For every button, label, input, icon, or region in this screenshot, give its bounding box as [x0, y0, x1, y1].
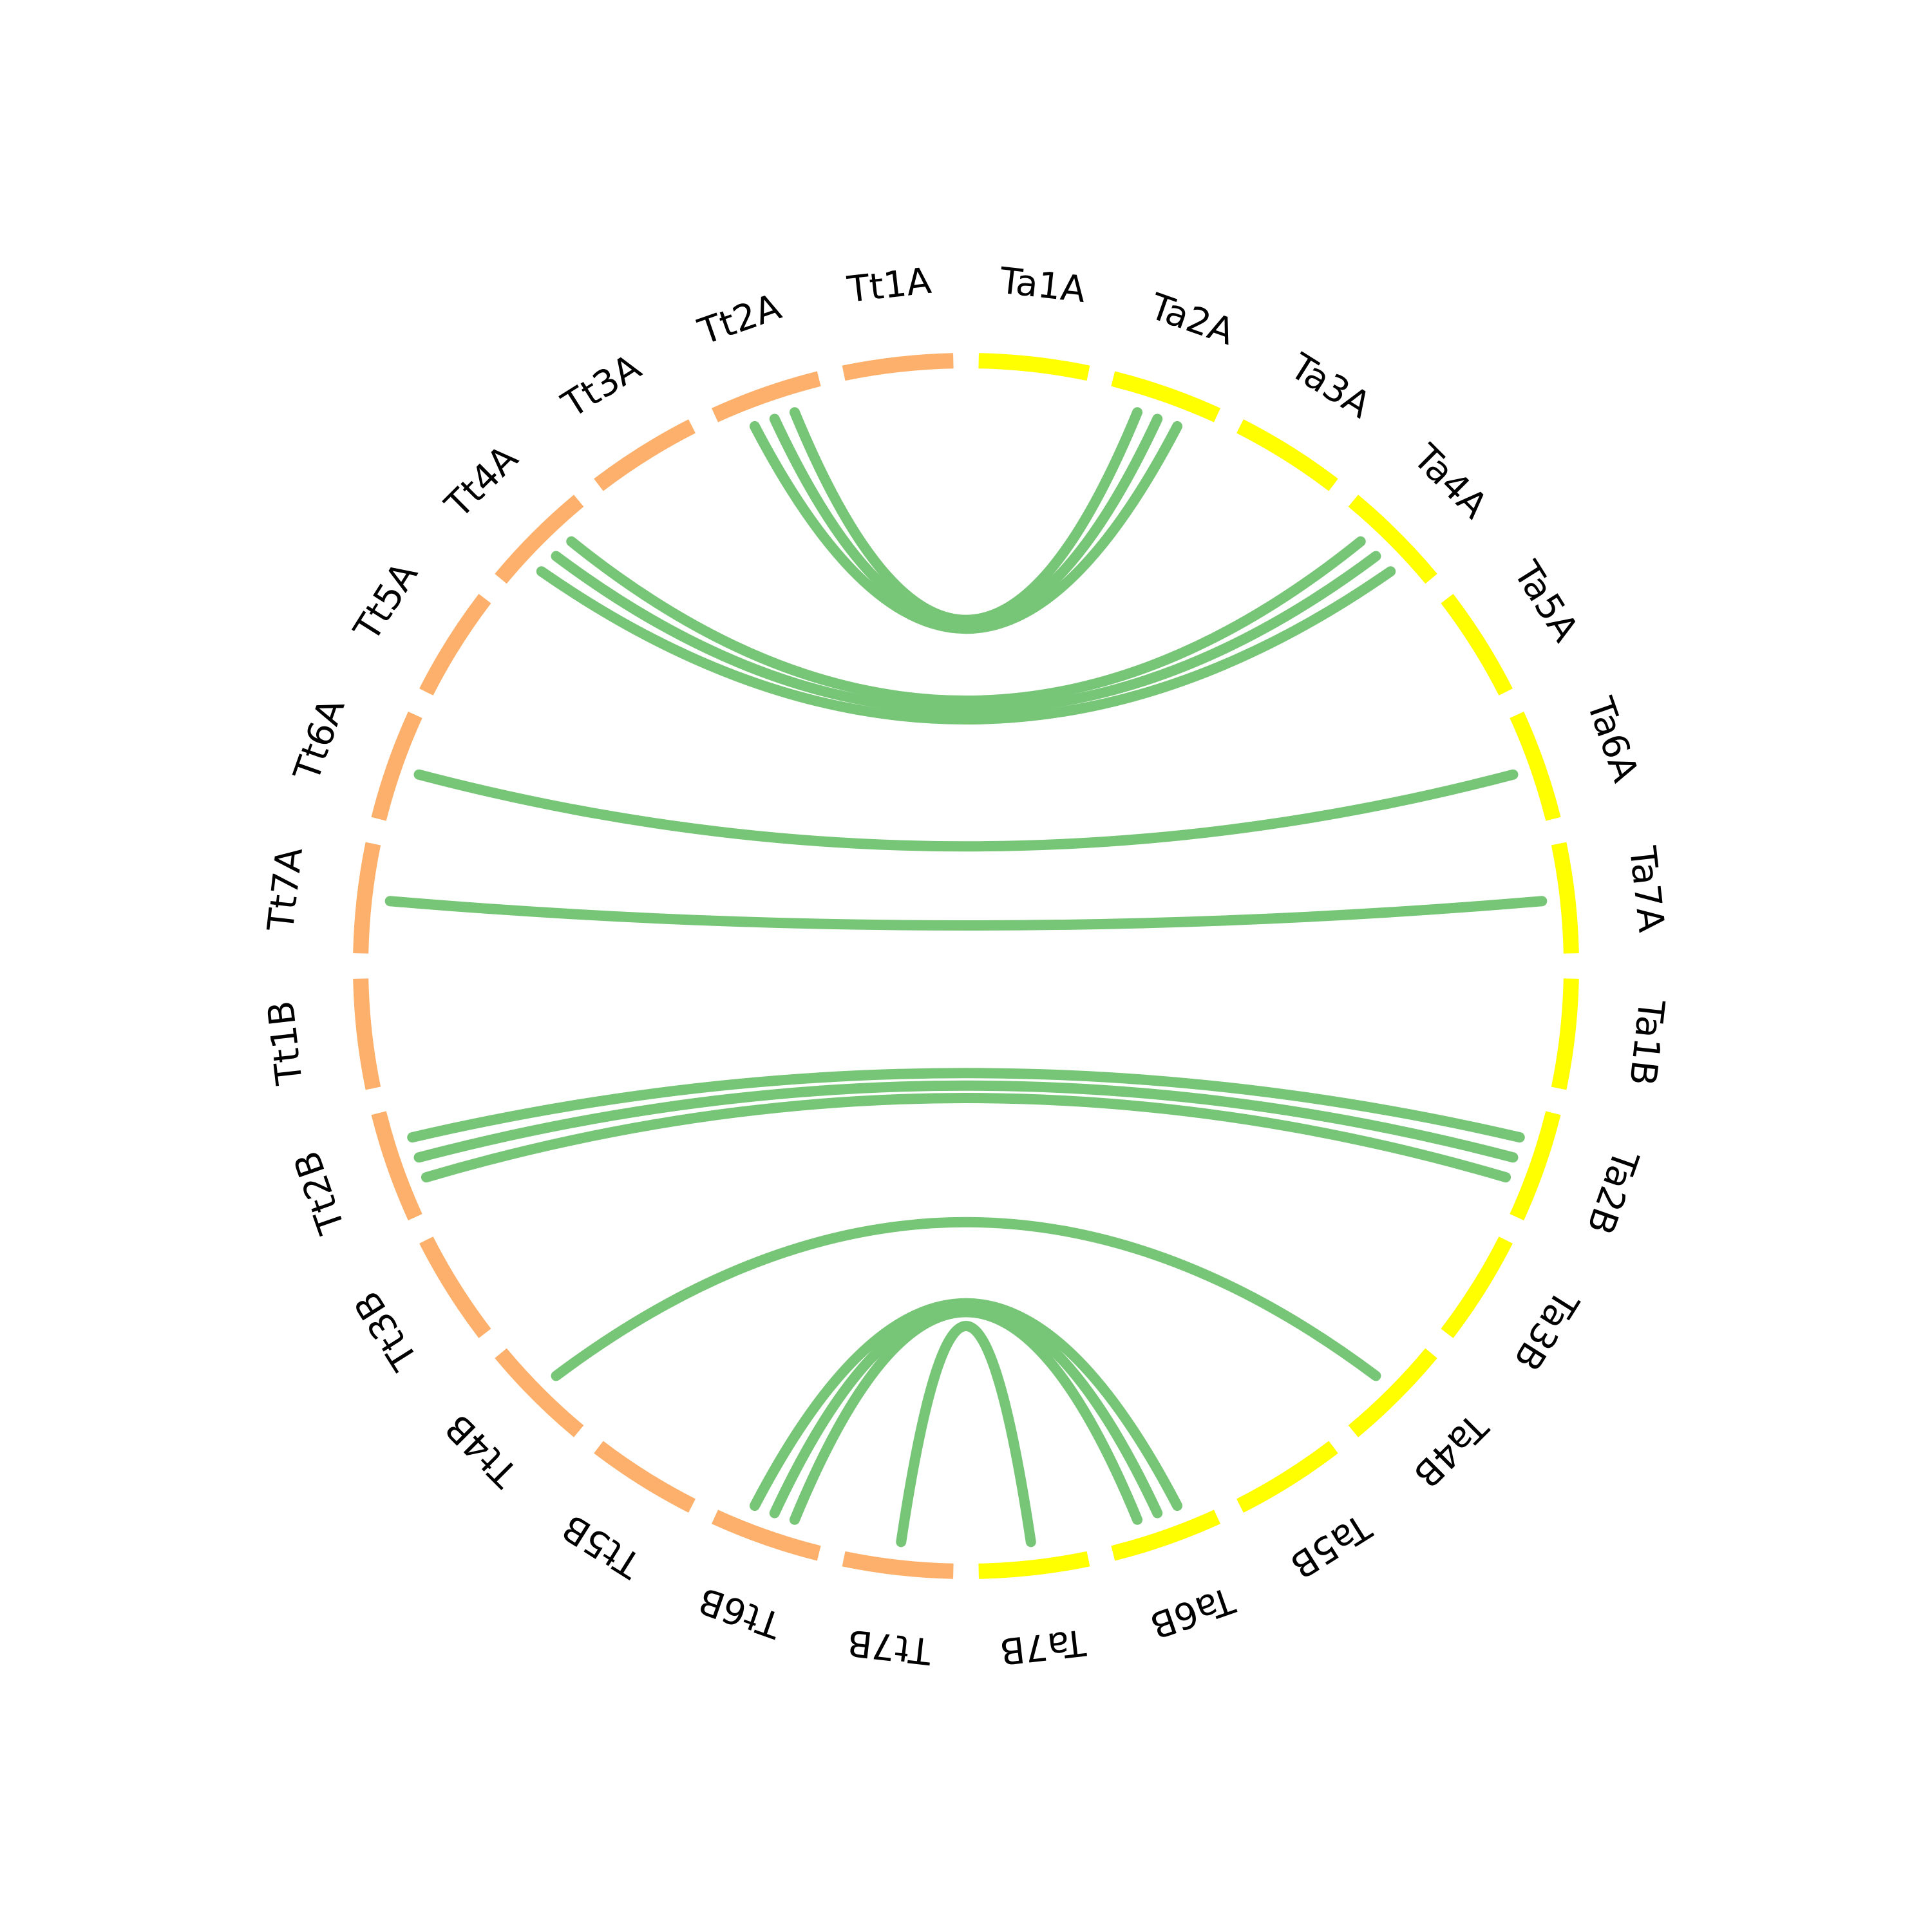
- segment-Tt4B: [495, 1348, 584, 1437]
- segment-Ta6A: [1510, 712, 1561, 821]
- segment-label-Tt2B: Tt2B: [286, 1146, 354, 1239]
- segment-Ta2A: [1111, 371, 1220, 422]
- segment-Tt2B: [371, 1111, 422, 1220]
- link-Tt4A-Ta4A: [536, 566, 1396, 724]
- link-Tt6A-Ta6A: [413, 769, 1519, 852]
- segment-Ta1B: [1551, 978, 1579, 1090]
- segment-label-Ta5B: Ta5B: [1283, 1505, 1378, 1586]
- segment-Ta2B: [1510, 1111, 1561, 1220]
- segment-label-Ta2B: Ta2B: [1578, 1144, 1647, 1240]
- link-Tt2B-Ta2B: [413, 1080, 1519, 1163]
- segment-Tt3A: [594, 419, 696, 491]
- link-Tt4B-Ta4B: [551, 1217, 1381, 1381]
- segment-Tt2A: [712, 371, 821, 422]
- segment-Tt1B: [353, 978, 381, 1090]
- link-Tt2A-Ta2A: [789, 407, 1143, 625]
- segments-layer: [353, 353, 1579, 1579]
- segment-Ta6B: [1111, 1510, 1220, 1561]
- segment-label-Tt3A: Tt3A: [554, 346, 649, 426]
- segment-label-Tt1B: Tt1B: [260, 999, 311, 1088]
- segment-Ta1A: [978, 353, 1090, 381]
- segment-label-Ta4A: Ta4A: [1405, 436, 1495, 527]
- link-Tt7B-Ta7B: [896, 1321, 1036, 1548]
- link-Tt6B-Ta6B: [749, 1298, 1183, 1511]
- segment-label-Ta1A: Ta1A: [997, 260, 1088, 311]
- segment-label-Tt5B: Tt5B: [555, 1506, 649, 1586]
- segment-label-Tt1A: Tt1A: [845, 260, 934, 311]
- segment-Ta4A: [1348, 495, 1437, 584]
- segment-Tt5B: [594, 1441, 696, 1513]
- segment-label-Ta7B: Ta7B: [998, 1621, 1088, 1672]
- links-layer: [384, 407, 1548, 1548]
- segment-label-Ta6A: Ta6A: [1578, 692, 1647, 787]
- segment-Tt6A: [371, 712, 422, 821]
- segment-Tt3B: [419, 1236, 491, 1338]
- segment-Tt7A: [353, 842, 381, 954]
- link-Tt6B-Ta6B: [789, 1307, 1143, 1525]
- segment-label-Tt7B: Tt7B: [846, 1621, 934, 1672]
- segment-Ta7B: [978, 1551, 1090, 1579]
- segment-Ta4B: [1348, 1348, 1437, 1437]
- segment-label-Tt2A: Tt2A: [693, 286, 786, 354]
- segment-Tt7B: [842, 1551, 954, 1579]
- link-Tt7A-Ta7A: [384, 896, 1548, 931]
- segment-Tt4A: [495, 495, 584, 584]
- segment-label-Ta5A: Ta5A: [1505, 554, 1586, 649]
- link-Tt2B-Ta2B: [407, 1068, 1525, 1143]
- link-Tt2B-Ta2B: [421, 1093, 1511, 1183]
- segment-label-Ta7A: Ta7A: [1621, 844, 1672, 934]
- segment-label-Ta3B: Ta3B: [1505, 1282, 1586, 1378]
- segment-label-Tt6A: Tt6A: [286, 694, 354, 787]
- segment-Ta7A: [1551, 842, 1579, 954]
- link-Tt4A-Ta4A: [551, 551, 1381, 715]
- link-Tt4A-Ta4A: [566, 536, 1366, 706]
- segment-label-Ta6B: Ta6B: [1145, 1578, 1240, 1647]
- segment-label-Tt4B: Tt4B: [437, 1406, 527, 1495]
- segment-Tt5A: [419, 594, 491, 696]
- segment-label-Tt5A: Tt5A: [346, 555, 426, 649]
- segment-Tt6B: [712, 1510, 821, 1561]
- link-Tt6B-Ta6B: [769, 1302, 1163, 1519]
- segment-label-Ta2A: Ta2A: [1144, 285, 1240, 354]
- segment-Ta3B: [1441, 1236, 1513, 1338]
- link-Tt2A-Ta2A: [769, 413, 1163, 630]
- segment-label-Tt4A: Tt4A: [437, 437, 526, 527]
- segment-label-Ta1B: Ta1B: [1621, 997, 1672, 1088]
- segment-label-Ta3A: Ta3A: [1282, 345, 1378, 426]
- segment-Tt1A: [842, 353, 954, 381]
- segment-label-Tt7A: Tt7A: [260, 846, 311, 934]
- segment-label-Ta4B: Ta4B: [1405, 1405, 1496, 1495]
- segment-label-Tt6B: Tt6B: [694, 1579, 787, 1647]
- segment-Ta3A: [1236, 419, 1338, 491]
- segment-Ta5A: [1441, 594, 1513, 696]
- segment-label-Tt3B: Tt3B: [346, 1283, 426, 1378]
- segment-Ta5B: [1236, 1441, 1338, 1513]
